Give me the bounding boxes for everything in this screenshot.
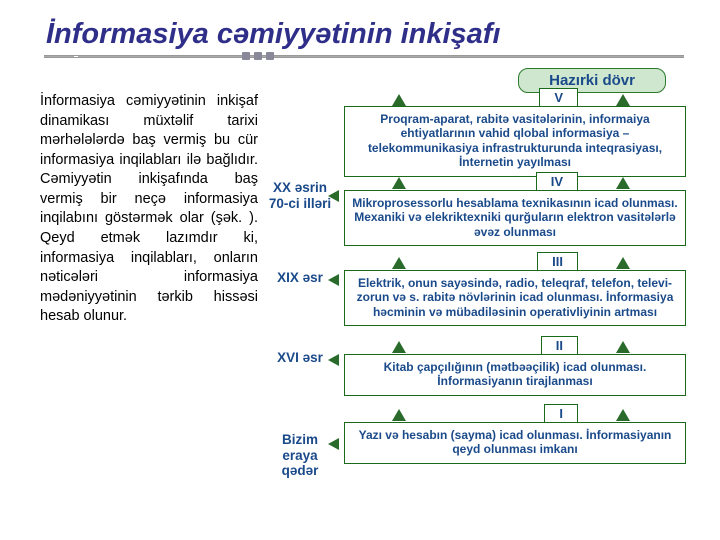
stages-column: Hazırki dövr V Proqram-aparat, rabitə va… bbox=[336, 70, 698, 514]
description-text: İnformasiya cəmiyyətinin inkişaf dinamik… bbox=[40, 70, 264, 514]
arrow-up-icon bbox=[392, 341, 406, 353]
arrow-up-icon bbox=[616, 341, 630, 353]
era-label-1: XX əsrin 70-ci illəri bbox=[264, 180, 336, 211]
era-column: XX əsrin 70-ci illəri XIX əsr XVI əsr Bi… bbox=[264, 70, 336, 514]
slide-title: İnformasiya cəmiyyətinin inkişafı bbox=[40, 18, 698, 51]
stage-number-1: I bbox=[544, 404, 578, 423]
stage-number-3: III bbox=[537, 252, 578, 271]
era-label-2: XIX əsr bbox=[264, 270, 336, 286]
arrow-up-icon bbox=[616, 177, 630, 189]
arrow-up-icon bbox=[616, 94, 630, 106]
stage-number-5: V bbox=[539, 88, 578, 107]
stage-box-1: Yazı və hesabın (sayma) icad olunması. İ… bbox=[344, 422, 686, 464]
title-decor-dots bbox=[242, 52, 274, 60]
arrow-up-icon bbox=[392, 409, 406, 421]
stage-box-5: Proqram-aparat, rabitə vasitələrinin, in… bbox=[344, 106, 686, 177]
stage-box-4: Mikroprosessorlu hesablama texnikasının … bbox=[344, 190, 686, 246]
arrow-up-icon bbox=[616, 409, 630, 421]
content-area: İnformasiya cəmiyyətinin inkişaf dinamik… bbox=[40, 70, 698, 514]
arrow-up-icon bbox=[392, 257, 406, 269]
stage-number-4: IV bbox=[536, 172, 578, 191]
title-underline bbox=[44, 55, 684, 58]
era-label-3: XVI əsr bbox=[264, 350, 336, 366]
stage-box-3: Elektrik, onun sayəsində, radio, teleqra… bbox=[344, 270, 686, 326]
era-label-4: Bizim eraya qədər bbox=[264, 432, 336, 479]
stage-box-2: Kitab çapçılığının (mətbəəçilik) icad ol… bbox=[344, 354, 686, 396]
stage-number-2: II bbox=[541, 336, 578, 355]
arrow-up-icon bbox=[392, 177, 406, 189]
arrow-up-icon bbox=[392, 94, 406, 106]
arrow-up-icon bbox=[616, 257, 630, 269]
